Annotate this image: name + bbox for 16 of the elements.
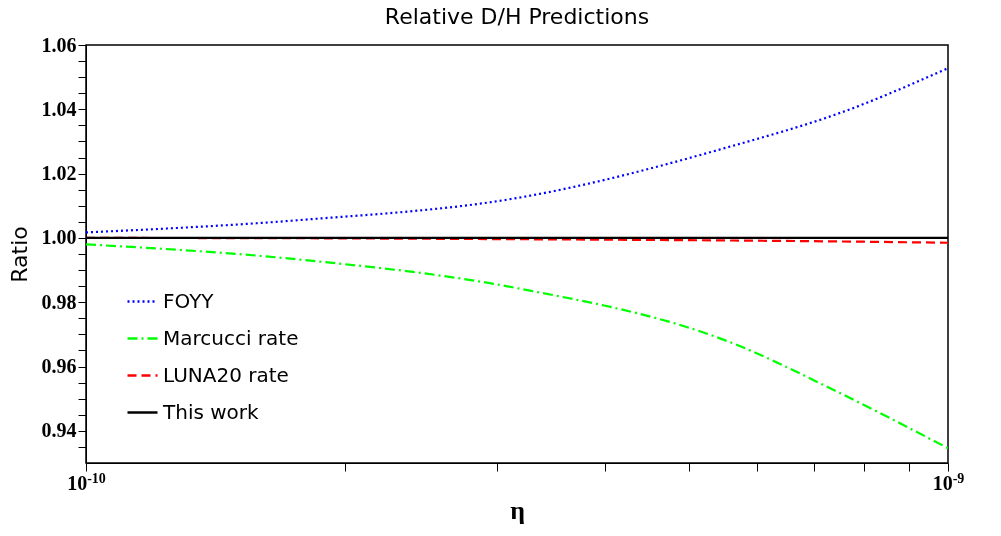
x-tick-label: 10$^{-10}$ — [67, 470, 106, 494]
x-axis-title: η — [510, 495, 525, 525]
y-tick-label: 0.96 — [41, 355, 77, 378]
legend-label: FOYY — [163, 288, 215, 313]
y-tick-label: 1.02 — [41, 162, 77, 185]
chart-title: Relative D/H Predictions — [384, 4, 650, 29]
x-tick-label: 10$^{-9}$ — [932, 470, 965, 494]
y-tick-label: 0.94 — [41, 419, 77, 442]
legend-label: LUNA20 rate — [163, 362, 289, 387]
legend-label: This work — [162, 399, 260, 424]
legend-label: Marcucci rate — [163, 325, 299, 350]
y-tick-label: 1.04 — [41, 97, 77, 120]
y-axis-title: Ratio — [6, 226, 32, 283]
y-tick-label: 1.06 — [41, 33, 77, 56]
y-tick-label: 0.98 — [41, 290, 77, 313]
y-tick-label: 1.00 — [41, 226, 77, 249]
